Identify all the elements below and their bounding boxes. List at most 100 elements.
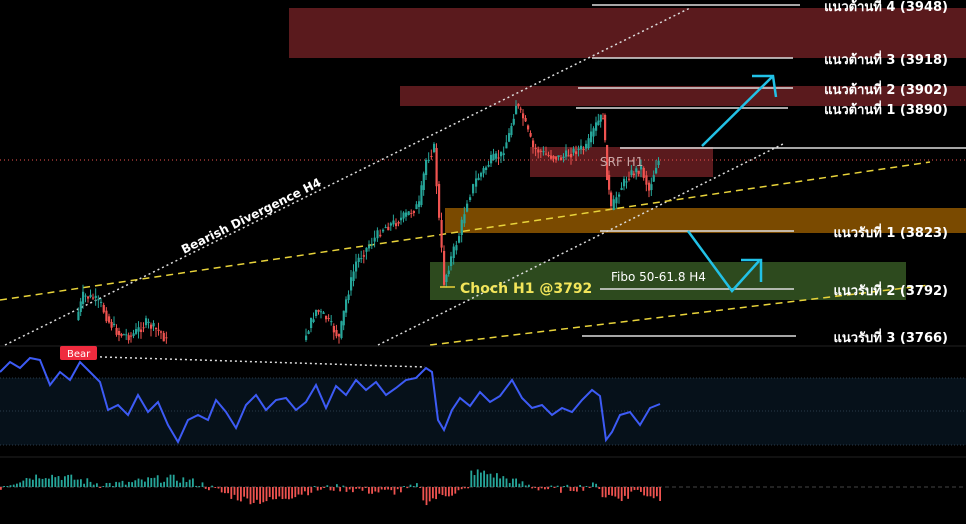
macd-bar bbox=[118, 482, 121, 487]
macd-bar bbox=[51, 474, 53, 487]
candle-body bbox=[560, 157, 563, 161]
macd-bar bbox=[592, 482, 594, 487]
macd-bar bbox=[0, 487, 2, 490]
macd-bar bbox=[166, 477, 169, 487]
resistance-zone-upper bbox=[289, 8, 966, 58]
macd-bar bbox=[505, 478, 508, 487]
candle-body bbox=[635, 168, 638, 173]
macd-bar bbox=[515, 478, 517, 487]
macd-bar bbox=[291, 487, 293, 499]
candle-body bbox=[487, 164, 490, 167]
candle-body bbox=[570, 154, 573, 158]
bear-badge bbox=[60, 346, 97, 360]
candle-body bbox=[137, 327, 140, 332]
candle-body bbox=[645, 175, 648, 185]
candle-body bbox=[79, 301, 82, 312]
candle-body bbox=[147, 321, 150, 323]
candle-body bbox=[595, 122, 598, 131]
macd-bar bbox=[211, 485, 213, 487]
macd-bar bbox=[108, 482, 111, 487]
candle-body bbox=[482, 168, 485, 174]
candle-body bbox=[492, 153, 495, 160]
candle-body bbox=[582, 149, 585, 150]
macd-bar bbox=[646, 487, 649, 497]
macd-bar bbox=[339, 487, 341, 492]
candle-body bbox=[84, 295, 87, 297]
macd-bar bbox=[384, 487, 386, 490]
candle-body bbox=[433, 143, 436, 152]
macd-bar bbox=[396, 487, 399, 490]
macd-bar bbox=[457, 487, 460, 491]
macd-bar bbox=[214, 487, 217, 488]
candle-body bbox=[455, 245, 458, 251]
rsi-divergence-line bbox=[69, 355, 426, 368]
candle-body bbox=[580, 145, 583, 150]
macd-bar bbox=[304, 487, 306, 492]
candle-body bbox=[410, 213, 413, 214]
candle-body bbox=[519, 108, 522, 110]
macd-bar bbox=[204, 487, 207, 489]
macd-bar bbox=[611, 487, 613, 496]
macd-bar bbox=[192, 478, 194, 487]
choch-label: Choch H1 @3792 bbox=[460, 281, 592, 297]
candle-body bbox=[115, 328, 118, 335]
candle-body bbox=[637, 170, 640, 174]
macd-bar bbox=[393, 487, 396, 495]
macd-bar bbox=[80, 479, 82, 487]
candle-body bbox=[150, 324, 153, 329]
macd-bar bbox=[198, 485, 201, 487]
macd-bar bbox=[265, 487, 268, 502]
bearish-divergence-label: Bearish Divergence H4 bbox=[179, 175, 323, 256]
candle-body bbox=[517, 104, 520, 107]
candle-body bbox=[102, 305, 105, 313]
macd-bar bbox=[460, 487, 463, 490]
candle-body bbox=[325, 316, 328, 320]
macd-bar bbox=[640, 487, 642, 492]
candle-body bbox=[497, 157, 500, 159]
macd-bar bbox=[89, 481, 92, 487]
candle-body bbox=[422, 173, 425, 190]
macd-bar bbox=[342, 485, 345, 487]
candle-body bbox=[305, 335, 308, 340]
macd-bar bbox=[508, 483, 511, 487]
support-zone-1 bbox=[445, 208, 966, 233]
candle-body bbox=[425, 159, 428, 175]
macd-bar bbox=[451, 487, 453, 496]
candle-body bbox=[592, 128, 595, 137]
candle-body bbox=[599, 114, 602, 122]
candle-body bbox=[555, 156, 558, 160]
candle-body bbox=[397, 222, 400, 224]
macd-bar bbox=[588, 487, 591, 488]
candle-body bbox=[524, 118, 527, 122]
candle-body bbox=[452, 246, 455, 258]
macd-bar bbox=[419, 487, 421, 489]
macd-bar bbox=[284, 487, 287, 499]
candle-body bbox=[604, 115, 607, 141]
macd-bar bbox=[595, 483, 597, 487]
candle-body bbox=[327, 318, 330, 319]
arrow-down-up-projection bbox=[686, 230, 760, 293]
candle-body bbox=[620, 187, 623, 190]
macd-histogram bbox=[0, 469, 661, 506]
macd-bar bbox=[348, 487, 351, 490]
candle-body bbox=[405, 212, 408, 217]
macd-bar bbox=[22, 480, 25, 487]
candle-body bbox=[338, 334, 341, 337]
candle-body bbox=[127, 335, 130, 341]
macd-bar bbox=[25, 478, 28, 487]
macd-bar bbox=[332, 487, 335, 491]
macd-bar bbox=[44, 478, 47, 487]
macd-bar bbox=[105, 482, 108, 487]
macd-bar bbox=[636, 487, 639, 490]
candle-body bbox=[495, 153, 498, 159]
macd-bar bbox=[512, 478, 514, 487]
candle-body bbox=[463, 214, 466, 224]
candle-body bbox=[357, 257, 360, 262]
macd-bar bbox=[150, 478, 153, 487]
candle-body bbox=[632, 173, 635, 176]
macd-bar bbox=[454, 487, 457, 494]
macd-bar bbox=[579, 485, 581, 487]
macd-bar bbox=[614, 487, 617, 497]
macd-bar bbox=[83, 483, 85, 487]
